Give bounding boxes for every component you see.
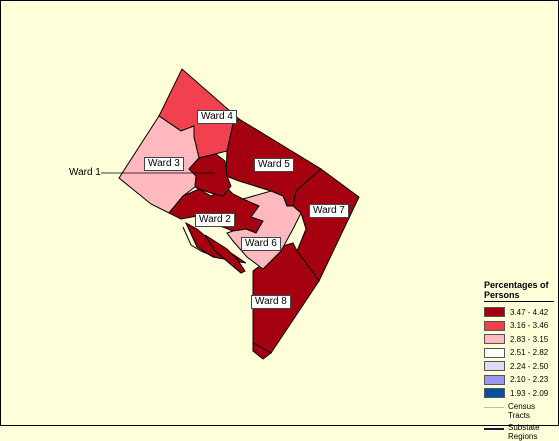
legend-swatch — [484, 374, 505, 385]
dc-ward-map — [101, 68, 360, 360]
river-channel — [182, 226, 216, 258]
river-island — [204, 234, 246, 274]
legend-class-row: 3.47 - 4.42 — [484, 306, 558, 318]
legend-swatch — [484, 334, 505, 344]
legend-class-label: 2.24 - 2.50 — [510, 361, 549, 371]
ward-3-label: Ward 3 — [144, 157, 184, 171]
legend-class-label: 2.51 - 2.82 — [510, 348, 549, 357]
ward-7-region[interactable] — [292, 168, 360, 282]
substate-region-line-sample — [484, 428, 504, 430]
legend-class-row: 2.51 - 2.82 — [484, 347, 558, 359]
legend-class-row: 2.10 - 2.23 — [484, 374, 558, 386]
legend-swatch — [484, 361, 505, 371]
ward-1-label: Ward 1 — [69, 167, 101, 178]
legend-census-tracts: Census Tracts — [484, 402, 558, 420]
ward-2-label: Ward 2 — [195, 213, 235, 227]
legend-swatch — [484, 388, 505, 398]
ward-6-label: Ward 6 — [241, 237, 281, 251]
legend-class-row: 3.16 - 3.46 — [484, 320, 558, 332]
legend-swatch — [484, 320, 505, 331]
ward-7-label: Ward 7 — [309, 204, 349, 218]
legend-class-label: 1.93 - 2.09 — [510, 388, 549, 398]
legend-class-row: 1.93 - 2.09 — [484, 387, 558, 399]
legend-class-row: 2.24 - 2.50 — [484, 360, 558, 372]
legend-class-label: 3.16 - 3.46 — [510, 321, 549, 330]
legend-swatch — [484, 307, 505, 317]
ward-1-region[interactable] — [188, 153, 232, 197]
legend-title: Percentages of Persons — [484, 280, 554, 302]
legend-class-row: 2.83 - 3.15 — [484, 333, 558, 345]
census-tract-line-sample — [484, 407, 504, 408]
ward-5-label: Ward 5 — [254, 158, 294, 172]
legend-class-label: 2.83 - 3.15 — [510, 334, 549, 344]
ward-8-label: Ward 8 — [251, 295, 291, 309]
legend-class-label: 2.10 - 2.23 — [510, 375, 549, 384]
southern-tip — [252, 342, 272, 360]
census-tracts-label: Census Tracts — [508, 402, 536, 420]
legend: Percentages of Persons 3.47 - 4.42 3.16 -… — [484, 280, 558, 441]
legend-class-label: 3.47 - 4.42 — [510, 307, 549, 317]
ward-4-label: Ward 4 — [197, 110, 237, 124]
legend-swatch — [484, 347, 505, 358]
